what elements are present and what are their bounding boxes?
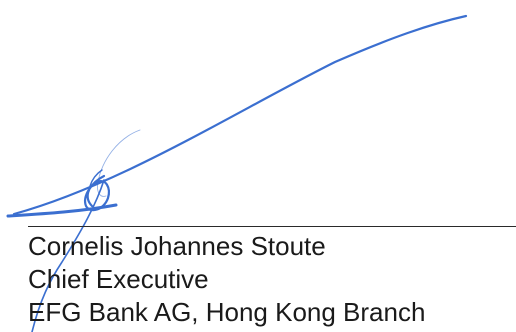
- signatory-title: Chief Executive: [28, 264, 209, 294]
- signatory-organization: EFG Bank AG, Hong Kong Branch: [28, 297, 426, 327]
- signature-block: Cornelis Johannes Stoute Chief Executive…: [28, 230, 425, 329]
- signature-line: [28, 226, 516, 227]
- signatory-name: Cornelis Johannes Stoute: [28, 231, 326, 261]
